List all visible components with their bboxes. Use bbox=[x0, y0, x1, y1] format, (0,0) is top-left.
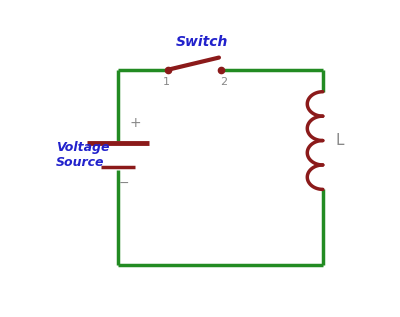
Text: −: − bbox=[119, 177, 130, 190]
Text: Voltage
Source: Voltage Source bbox=[56, 141, 110, 169]
Text: +: + bbox=[130, 116, 141, 131]
Text: 2: 2 bbox=[220, 77, 227, 87]
Text: L: L bbox=[335, 133, 344, 148]
Text: 1: 1 bbox=[163, 77, 170, 87]
Text: Switch: Switch bbox=[176, 35, 228, 49]
